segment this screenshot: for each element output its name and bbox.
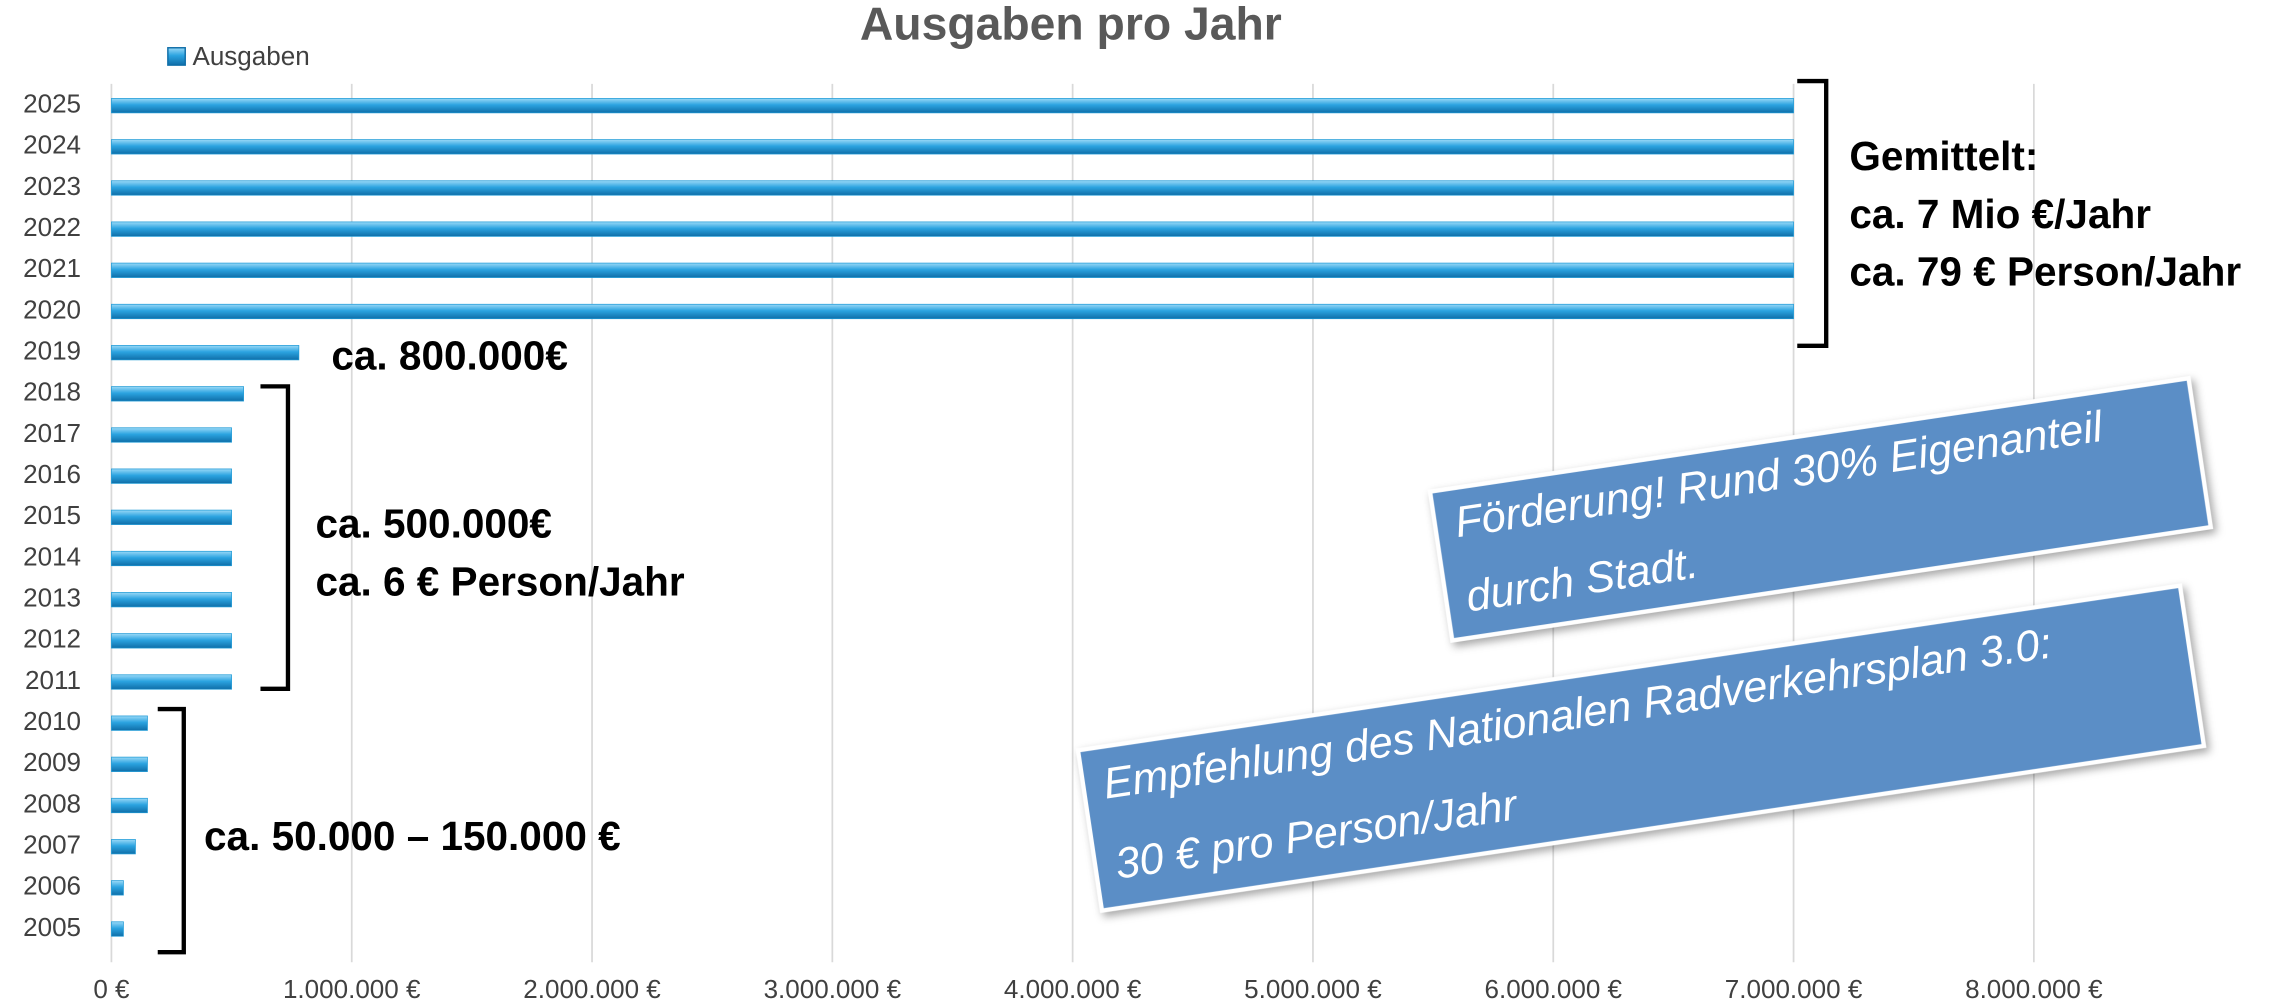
- x-tick-label: 1.000.000 €: [283, 974, 421, 1004]
- annotation: Gemittelt:: [1849, 133, 2038, 179]
- bar: [111, 921, 124, 937]
- y-tick-label: 2017: [23, 418, 81, 448]
- bar: [111, 262, 1794, 278]
- annotation: ca. 50.000 – 150.000 €: [204, 813, 621, 859]
- x-tick-label: 4.000.000 €: [1004, 974, 1142, 1004]
- x-tick-label: 6.000.000 €: [1484, 974, 1622, 1004]
- callout-box: [1075, 583, 2207, 914]
- bar: [111, 509, 232, 525]
- y-tick-label: 2015: [23, 500, 81, 530]
- x-tick-label: 7.000.000 €: [1725, 974, 1863, 1004]
- legend-swatch: [167, 47, 186, 66]
- y-tick-label: 2024: [23, 130, 81, 160]
- bar: [111, 468, 232, 484]
- y-tick-label: 2021: [23, 253, 81, 283]
- bar: [111, 797, 148, 814]
- bar: [111, 98, 1794, 114]
- x-tick-label: 2.000.000 €: [523, 974, 661, 1004]
- y-tick-label: 2023: [23, 171, 81, 201]
- bar: [111, 592, 232, 608]
- bar: [111, 345, 300, 361]
- y-tick-label: 2020: [23, 294, 81, 324]
- legend-label: Ausgaben: [192, 41, 309, 71]
- bar: [111, 303, 1794, 320]
- bar: [111, 180, 1794, 196]
- chart-title: Ausgaben pro Jahr: [860, 0, 1282, 50]
- x-tick-label: 0 €: [93, 974, 130, 1004]
- y-tick-label: 2013: [23, 583, 81, 613]
- bar: [111, 221, 1794, 237]
- bar: [111, 550, 232, 567]
- x-tick-label: 5.000.000 €: [1244, 974, 1382, 1004]
- bar: [111, 633, 232, 649]
- annotation: ca. 79 € Person/Jahr: [1849, 249, 2241, 295]
- y-tick-label: 2008: [23, 788, 81, 818]
- annotation: ca. 500.000€: [315, 500, 551, 546]
- y-tick-label: 2025: [23, 89, 81, 119]
- y-tick-label: 2005: [23, 912, 81, 942]
- annotation: ca. 6 € Person/Jahr: [315, 558, 684, 604]
- y-tick-label: 2018: [23, 377, 81, 407]
- bar: [111, 674, 232, 690]
- x-tick-label: 8.000.000 €: [1965, 974, 2103, 1004]
- y-tick-label: 2016: [23, 459, 81, 489]
- bar: [111, 756, 148, 772]
- bar: [111, 427, 232, 443]
- annotation: ca. 800.000€: [331, 333, 567, 379]
- bar: [111, 880, 124, 896]
- y-tick-label: 2011: [25, 665, 81, 695]
- annotation: ca. 7 Mio €/Jahr: [1849, 191, 2151, 237]
- y-tick-label: 2006: [23, 871, 81, 901]
- callout-box: [1427, 375, 2214, 643]
- y-tick-label: 2014: [23, 541, 81, 571]
- brackets: [157, 78, 1829, 955]
- y-tick-label: 2012: [23, 624, 81, 654]
- y-tick-label: 2019: [23, 336, 81, 366]
- y-tick-label: 2010: [23, 706, 81, 736]
- bar: [111, 386, 244, 402]
- y-tick-label: 2007: [23, 830, 81, 860]
- bar: [111, 715, 148, 731]
- callout: Empfehlung des Nationalen Radverkehrspla…: [1075, 583, 2207, 914]
- x-tick-label: 3.000.000 €: [764, 974, 902, 1004]
- bar: [111, 839, 136, 855]
- bar: [111, 139, 1794, 155]
- y-tick-label: 2022: [23, 212, 81, 242]
- y-tick-label: 2009: [23, 747, 81, 777]
